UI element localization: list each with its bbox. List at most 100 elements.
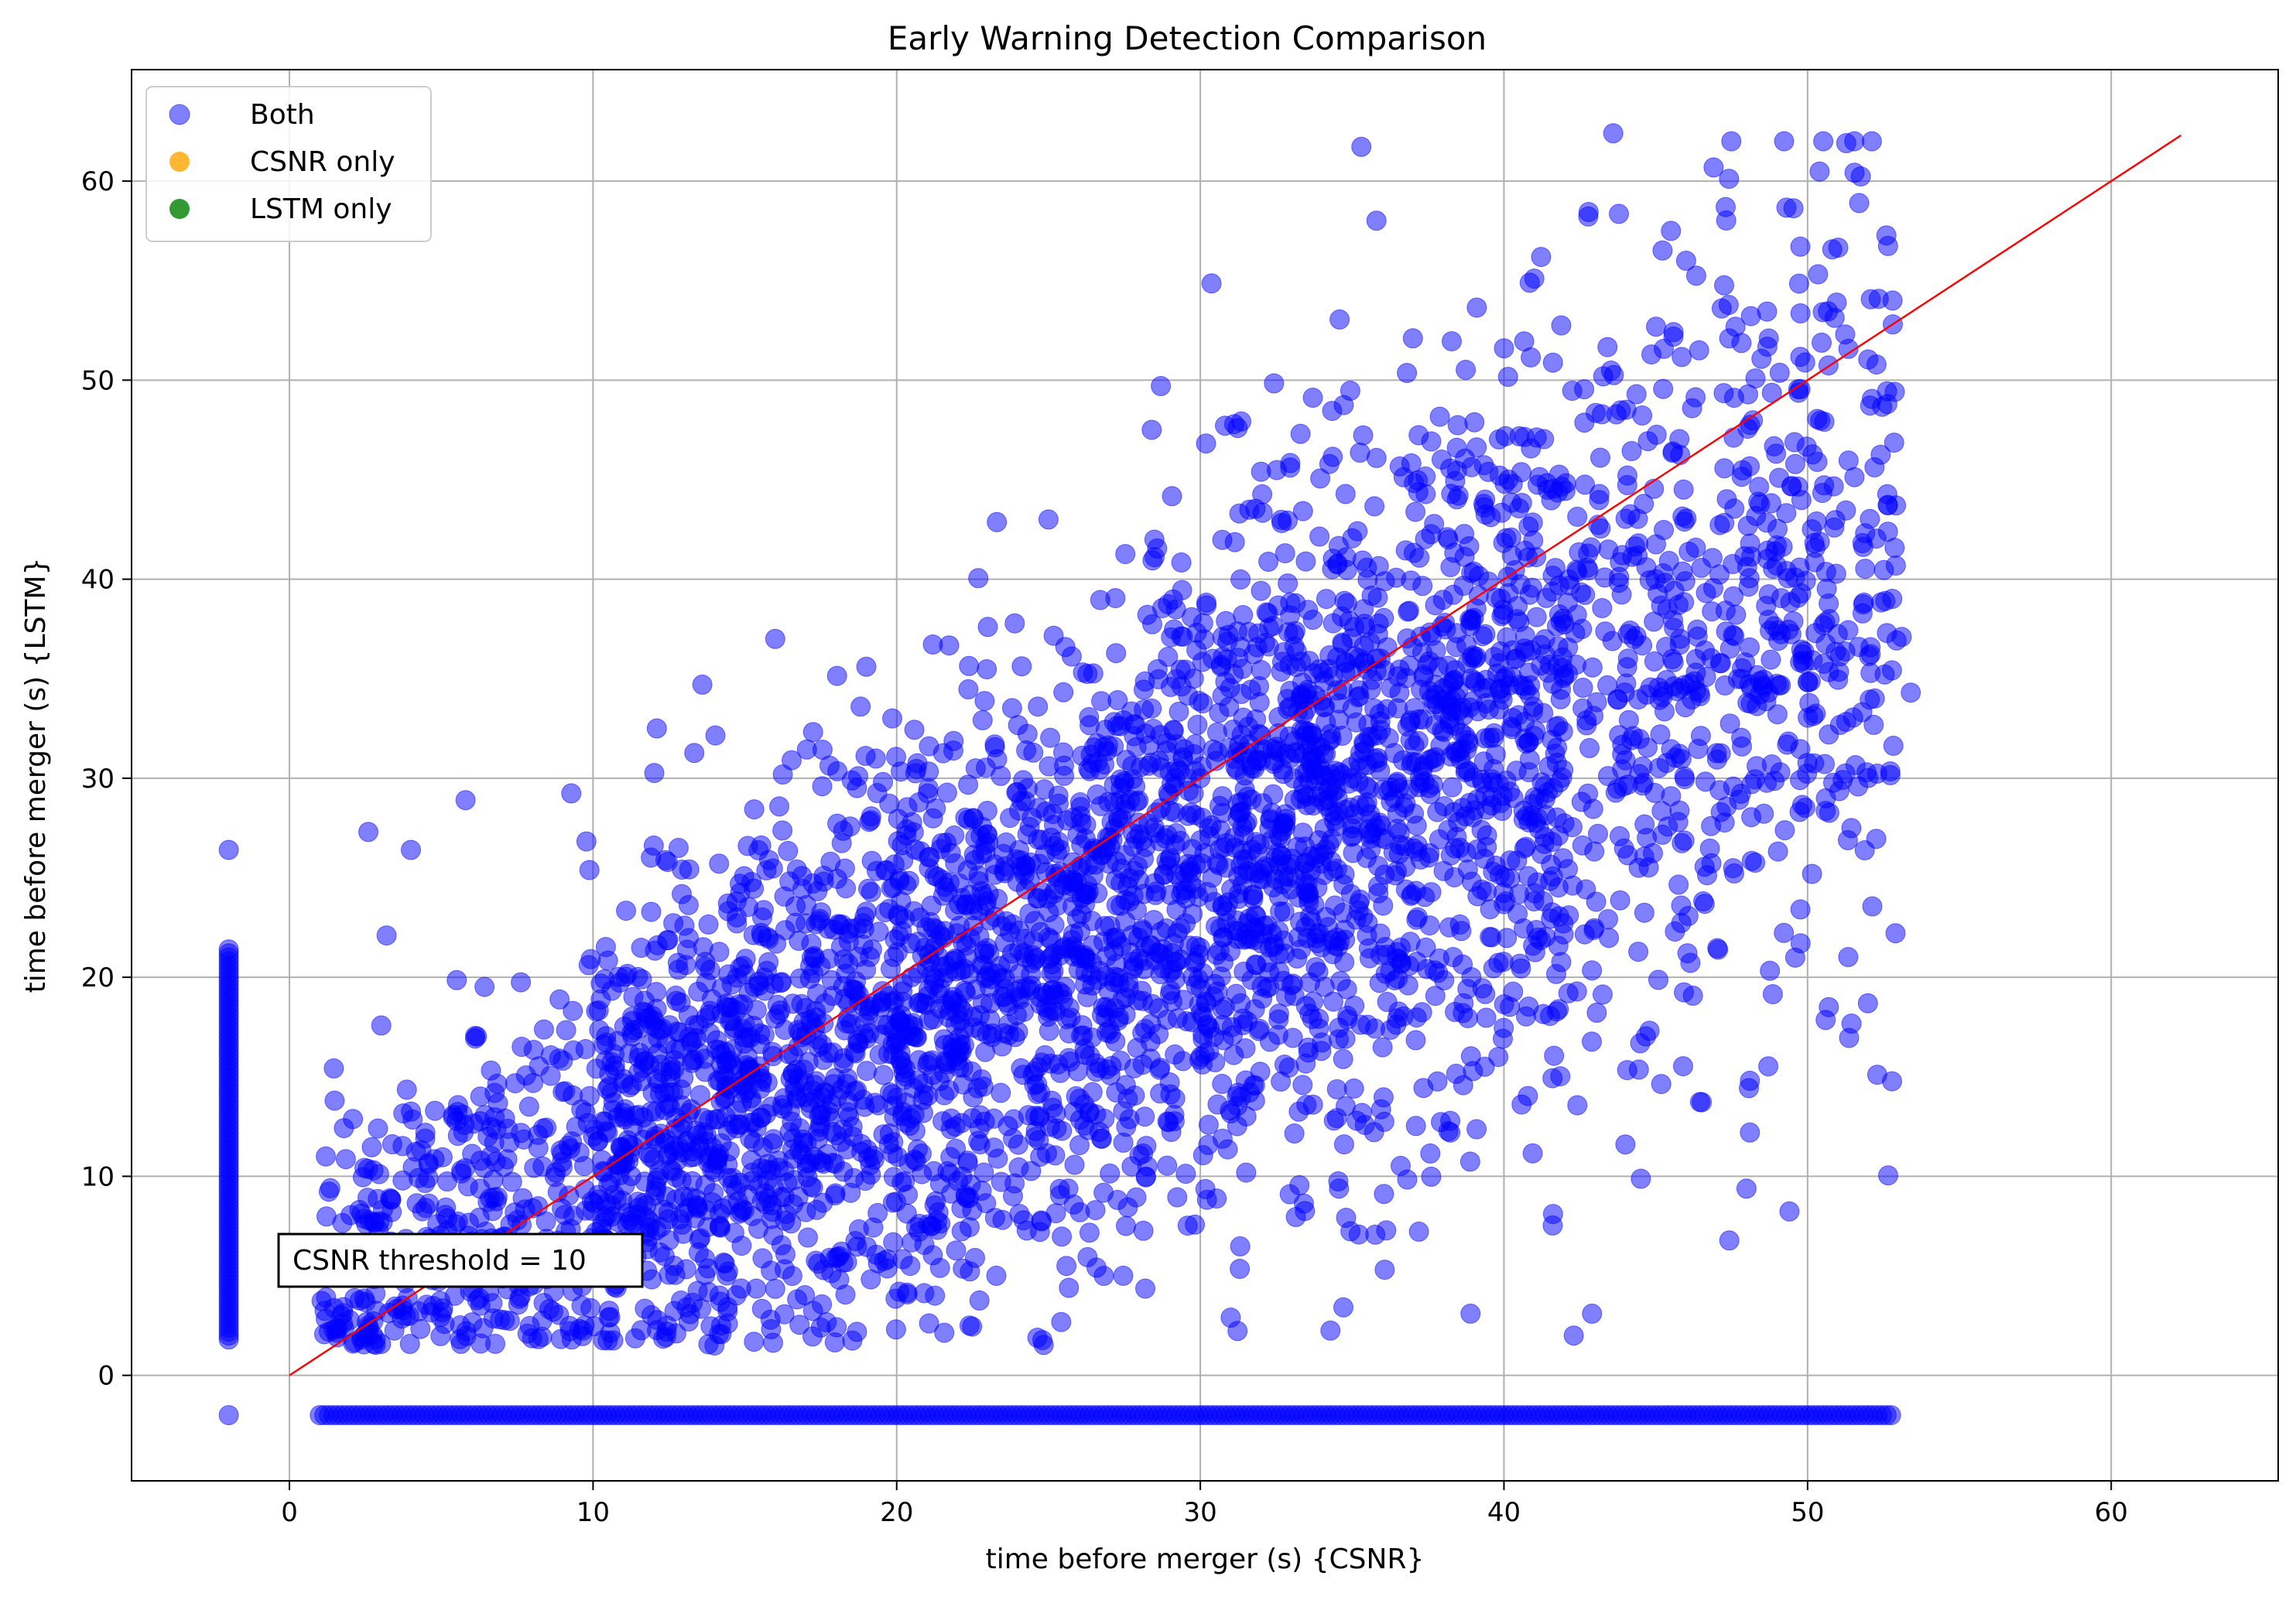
data-point <box>1292 822 1313 843</box>
data-point <box>1033 1335 1054 1356</box>
data-point <box>1398 975 1418 996</box>
data-point <box>905 1120 926 1141</box>
data-point <box>1682 398 1702 419</box>
data-point <box>879 793 900 814</box>
data-point <box>1093 1266 1114 1286</box>
data-point <box>1196 593 1216 613</box>
data-point <box>1196 993 1216 1014</box>
data-point <box>1776 503 1797 524</box>
data-point <box>418 1153 439 1174</box>
data-point <box>1646 316 1666 337</box>
data-point <box>1781 624 1802 644</box>
data-point <box>1853 594 1873 615</box>
data-point <box>1565 623 1586 644</box>
data-point <box>1003 1128 1023 1149</box>
data-point <box>1042 804 1063 825</box>
data-point <box>1367 624 1388 644</box>
data-point <box>1654 338 1674 359</box>
data-point <box>1456 360 1476 380</box>
data-point <box>1848 776 1869 797</box>
data-point <box>1333 395 1354 415</box>
data-point <box>1320 1320 1341 1341</box>
data-point <box>1326 859 1347 879</box>
data-point <box>1882 290 1903 311</box>
data-point <box>425 1100 446 1121</box>
data-point <box>679 1027 700 1048</box>
data-point <box>797 1167 818 1188</box>
data-point <box>1769 467 1790 488</box>
data-point <box>970 1134 991 1155</box>
data-point <box>1510 953 1530 974</box>
data-point <box>1617 465 1637 486</box>
y-tick-label: 0 <box>98 1361 115 1392</box>
data-point <box>1882 589 1903 609</box>
data-point <box>1538 756 1559 777</box>
data-point <box>1661 786 1682 807</box>
data-point <box>1567 1095 1588 1116</box>
data-point <box>1777 734 1798 755</box>
data-point <box>829 1269 850 1290</box>
data-point <box>1453 1075 1473 1096</box>
data-point <box>376 925 397 946</box>
data-point <box>770 1000 791 1021</box>
data-point <box>1141 419 1162 440</box>
data-point <box>1635 1026 1656 1047</box>
data-point <box>959 655 980 676</box>
data-point <box>470 1333 491 1354</box>
data-point <box>1592 598 1613 618</box>
data-point <box>1885 923 1906 944</box>
data-point <box>912 1144 932 1164</box>
data-point <box>430 1325 451 1346</box>
data-point <box>1097 740 1117 761</box>
data-point <box>1435 613 1456 633</box>
data-point <box>1397 363 1418 383</box>
data-point <box>1534 833 1555 854</box>
data-point <box>1275 543 1295 564</box>
data-point <box>1754 803 1774 824</box>
data-point <box>1128 790 1149 811</box>
data-point <box>1071 856 1092 876</box>
data-point <box>1866 354 1887 375</box>
data-point <box>1045 1203 1066 1224</box>
data-point <box>1651 1074 1672 1095</box>
data-point <box>1295 551 1316 572</box>
legend-label-csnr-only: CSNR only <box>250 146 395 178</box>
data-point <box>1588 823 1608 844</box>
data-point <box>883 1232 904 1253</box>
data-point <box>1880 1405 1901 1426</box>
data-point <box>533 1019 554 1040</box>
data-point <box>1593 366 1613 387</box>
data-point <box>833 1048 854 1068</box>
data-point <box>1385 865 1405 886</box>
data-point <box>484 1187 505 1208</box>
data-point <box>1522 512 1543 533</box>
data-point <box>1844 131 1865 152</box>
data-point <box>977 938 997 959</box>
data-point <box>1675 697 1695 718</box>
data-point <box>1583 920 1604 940</box>
data-point <box>1614 682 1635 703</box>
data-point <box>1652 240 1673 261</box>
data-point <box>1333 1048 1353 1069</box>
data-point <box>1862 896 1883 917</box>
data-point <box>1692 1092 1713 1113</box>
data-point <box>663 1136 684 1156</box>
data-point <box>1336 593 1357 614</box>
data-point <box>1597 675 1618 696</box>
data-point <box>1724 498 1745 519</box>
data-point <box>1494 668 1514 689</box>
y-tick-label: 20 <box>81 962 115 993</box>
x-tick-label: 30 <box>1183 1497 1216 1528</box>
data-point <box>1476 836 1497 857</box>
data-point <box>1340 1221 1361 1242</box>
data-point <box>1192 1024 1213 1044</box>
data-point <box>631 1320 652 1341</box>
data-point <box>1187 714 1208 735</box>
data-point <box>1432 679 1453 699</box>
data-point <box>960 1217 980 1238</box>
data-point <box>1802 444 1823 465</box>
data-point <box>1689 340 1709 361</box>
data-point <box>987 511 1008 532</box>
data-point <box>1557 593 1578 614</box>
y-tick-label: 30 <box>81 764 115 795</box>
